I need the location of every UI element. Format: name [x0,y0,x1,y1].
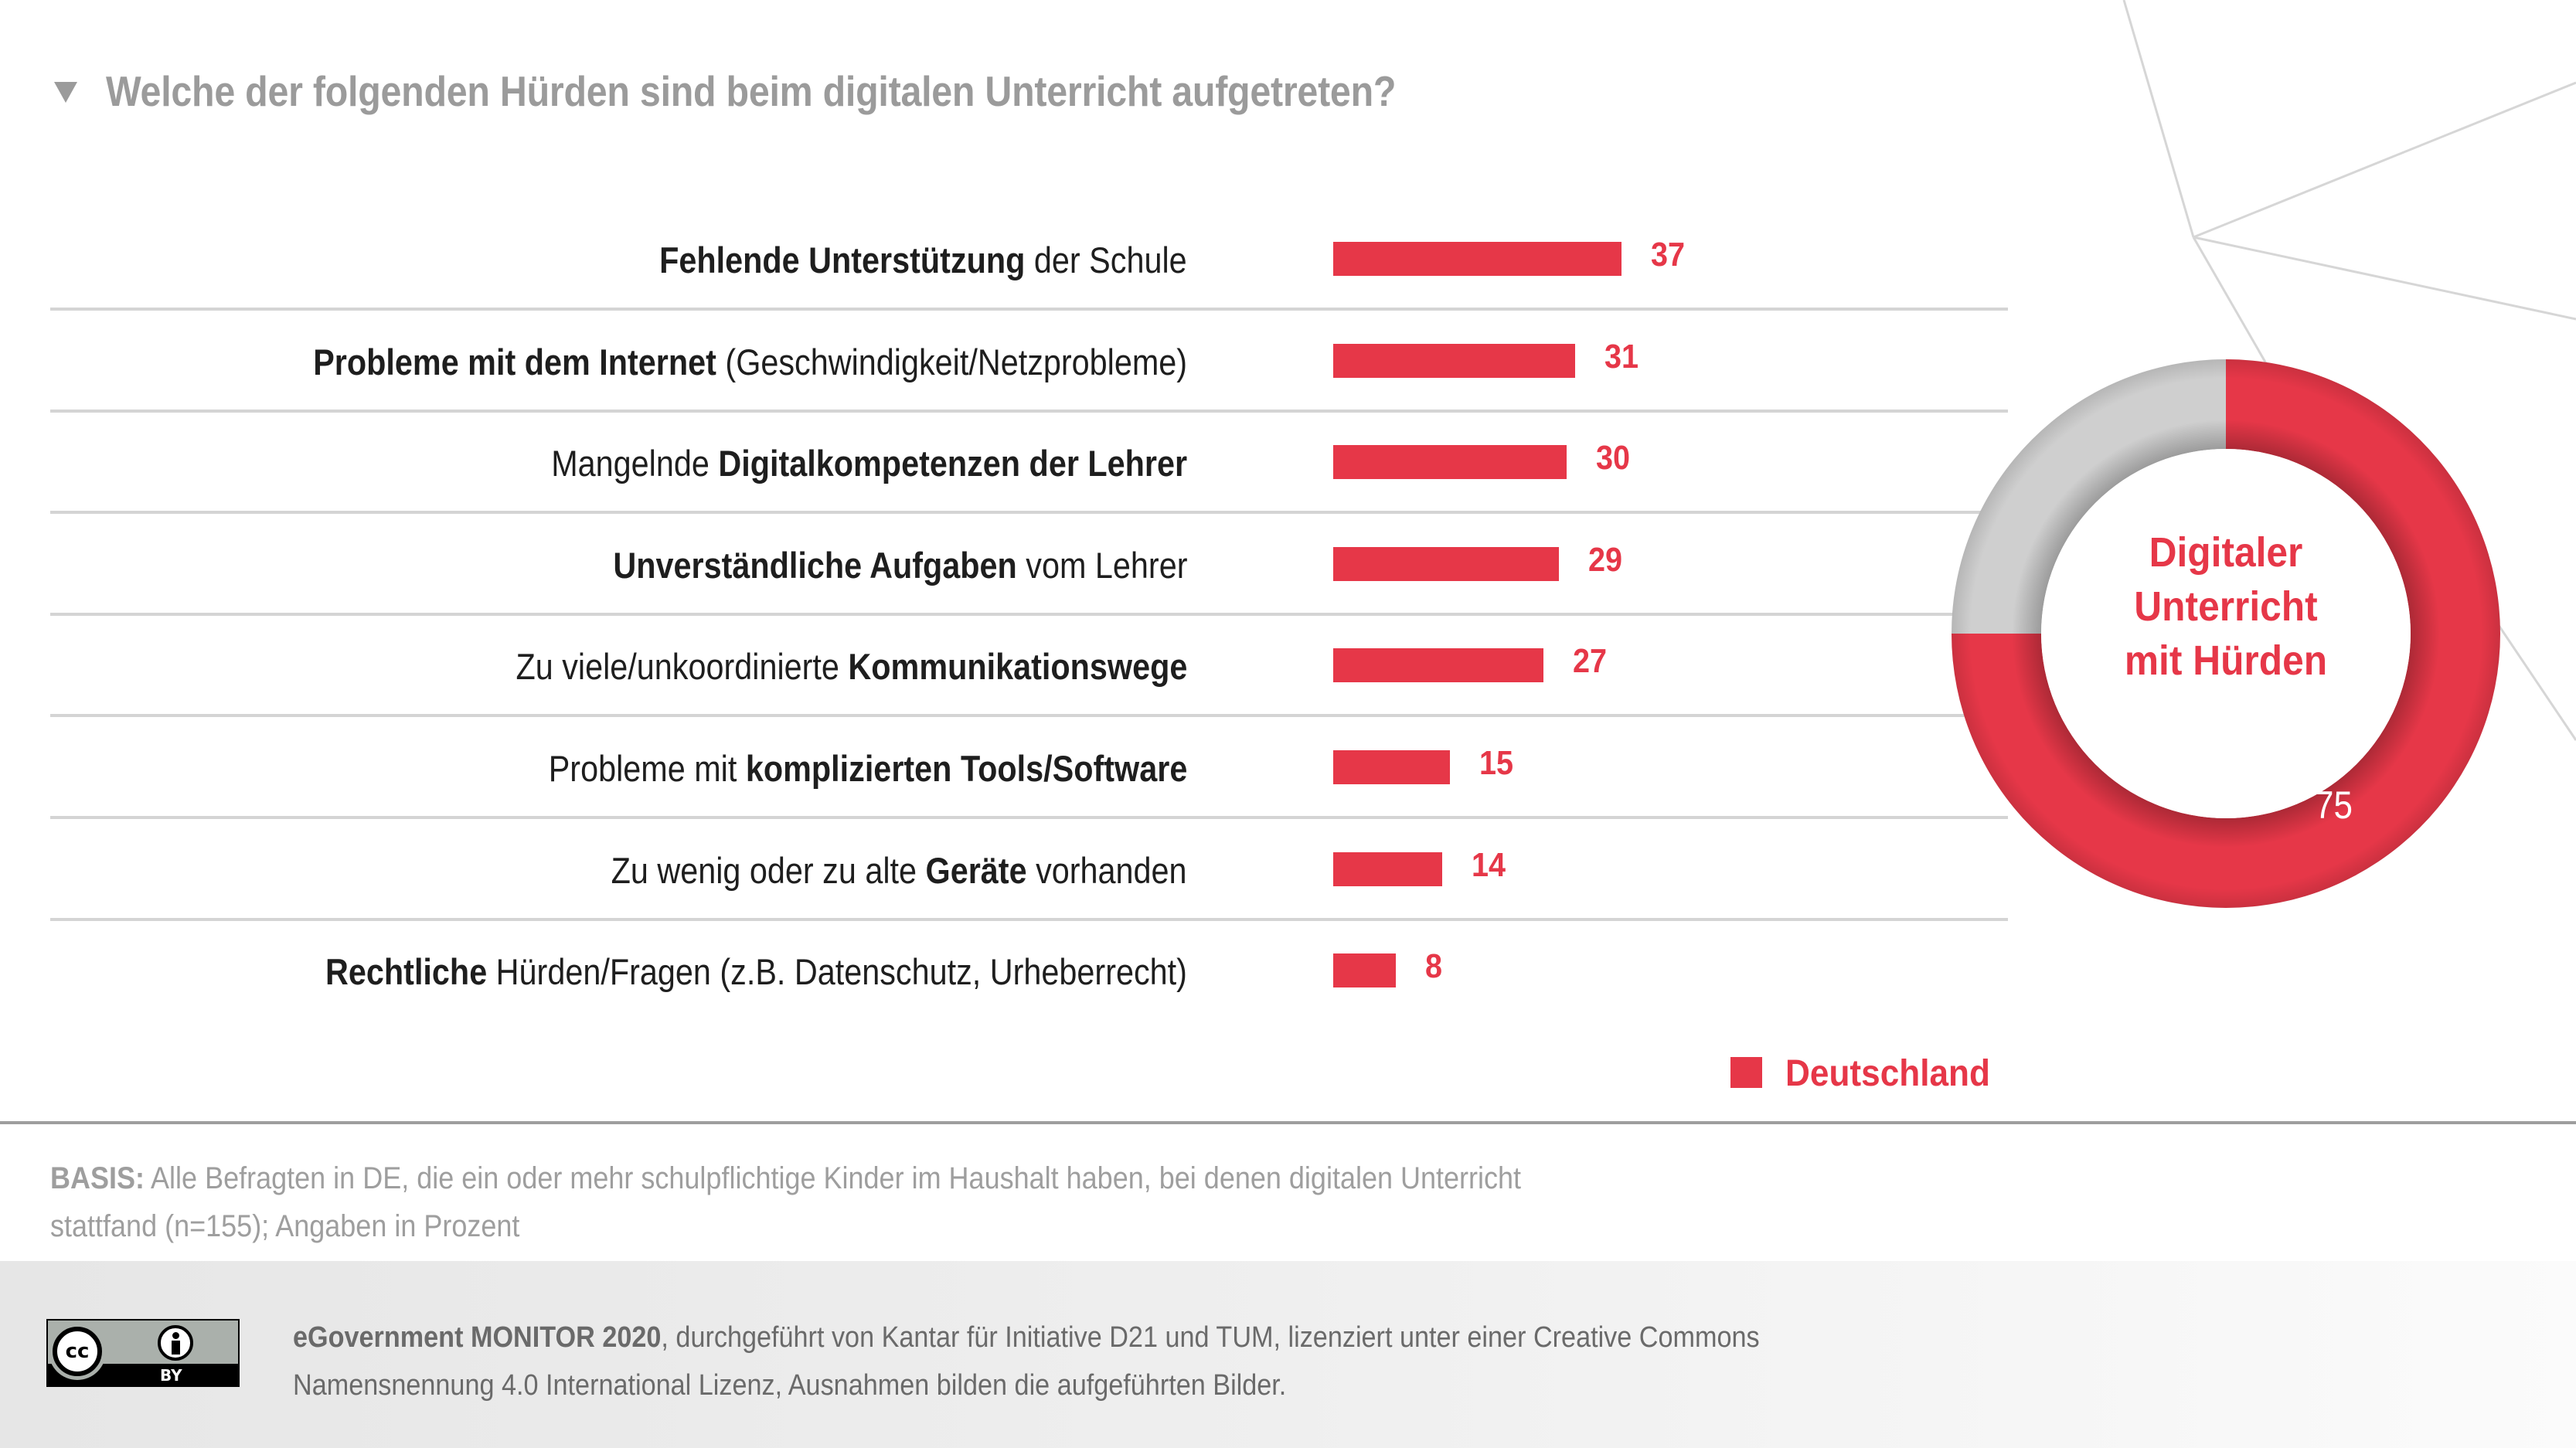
donut-center-line: Digitaler [2149,529,2303,576]
basis-label: BASIS: [50,1161,145,1195]
row-label-bold: Rechtliche [325,951,488,993]
legend-label-deutschland: Deutschland [1785,1053,1991,1094]
basis-note: BASIS: Alle Befragten in DE, die ein ode… [50,1154,1581,1250]
basis-text: Alle Befragten in DE, die ein oder mehr … [50,1161,1522,1243]
footer [0,1261,2576,1448]
row-label: Rechtliche Hürden/Fragen (z.B. Datenschu… [325,949,1187,995]
credit-rest: , durchgeführt von Kantar für Initiative… [293,1321,1760,1402]
bar [1333,648,1544,683]
row-separator [50,612,2008,616]
donut-center-line: Unterricht [2134,583,2318,630]
donut-shading [1952,359,2500,908]
row-separator [50,409,2008,413]
legend-swatch-deutschland [1730,1057,1762,1088]
bar [1333,445,1567,480]
bar-value-label: 27 [1573,642,1608,681]
row-label-regular: (Geschwindigkeit/Netzprobleme) [716,341,1187,382]
row-label: Unverständliche Aufgaben vom Lehrer [613,542,1187,589]
row-label-bold: Digitalkompetenzen der Lehrer [718,443,1187,484]
row-label-regular: Mangelnde [551,443,719,484]
row-label-bold: Kommunikationswege [848,646,1187,688]
row-label-regular: Probleme mit [548,748,746,789]
row-label-regular: vorhanden [1027,849,1187,891]
row-separator [50,917,2008,921]
deco-line [2122,0,2195,238]
row-label: Probleme mit komplizierten Tools/Softwar… [548,746,1187,792]
by-label: BY [160,1366,182,1385]
bar [1333,546,1560,581]
row-label: Probleme mit dem Internet (Geschwindigke… [313,339,1187,386]
row-label-regular: Zu wenig oder zu alte [611,849,926,891]
row-label-regular: der Schule [1025,240,1187,280]
row-label-regular: Hürden/Fragen (z.B. Datenschutz, Urheber… [487,951,1187,993]
chart-title: Welche der folgenden Hürden sind beim di… [106,67,1397,115]
row-separator [50,714,2008,718]
cc-by-icon[interactable]: cc BY [46,1319,240,1387]
bar [1333,953,1396,988]
donut-chart [1952,359,2500,908]
row-label-bold: Unverständliche Aufgaben [612,544,1017,586]
donut-value-label: 75 [2315,783,2353,827]
bar [1333,242,1621,276]
deco-line [2193,236,2576,321]
row-label-bold: Geräte [925,849,1028,891]
person-head [172,1332,179,1339]
bar-value-label: 37 [1651,236,1686,274]
row-label: Fehlende Unterstützung der Schule [659,237,1187,284]
row-label-bold: Probleme mit dem Internet [313,341,716,382]
row-separator [50,308,2008,311]
attribution-person-icon [158,1325,193,1361]
section-divider [0,1121,2576,1124]
donut-center-label: Digitaler Unterricht mit Hürden [2056,525,2396,688]
donut-hole [2041,449,2411,818]
bar-value-label: 31 [1604,337,1638,376]
bar-value-label: 29 [1588,540,1623,579]
credit-bold: eGovernment MONITOR 2020 [293,1321,662,1354]
row-label: Zu viele/unkoordinierte Kommunikationswe… [516,644,1187,690]
row-separator [50,511,2008,515]
cc-icon: cc [53,1327,102,1376]
bar [1333,851,1443,886]
bar [1333,750,1451,784]
row-label-regular: vom Lehrer [1016,544,1187,586]
donut-center-line: mit Hürden [2124,637,2328,684]
credit-text: eGovernment MONITOR 2020, durchgeführt v… [293,1314,1893,1409]
bar-value-label: 14 [1472,845,1506,884]
deco-line [2193,81,2576,239]
row-label: Zu wenig oder zu alte Geräte vorhanden [611,848,1187,894]
bar-value-label: 30 [1596,439,1631,478]
person-body [172,1341,180,1355]
row-label-regular: Zu viele/unkoordinierte [516,646,849,688]
row-label-bold: komplizierten Tools/Software [745,748,1187,789]
row-label: Mangelnde Digitalkompetenzen der Lehrer [551,440,1187,487]
row-label-bold: Fehlende Unterstützung [659,240,1026,280]
bar-value-label: 15 [1479,744,1514,782]
triangle-down-icon[interactable] [54,82,77,103]
bar [1333,343,1575,378]
row-separator [50,816,2008,819]
bar-value-label: 8 [1424,947,1442,986]
